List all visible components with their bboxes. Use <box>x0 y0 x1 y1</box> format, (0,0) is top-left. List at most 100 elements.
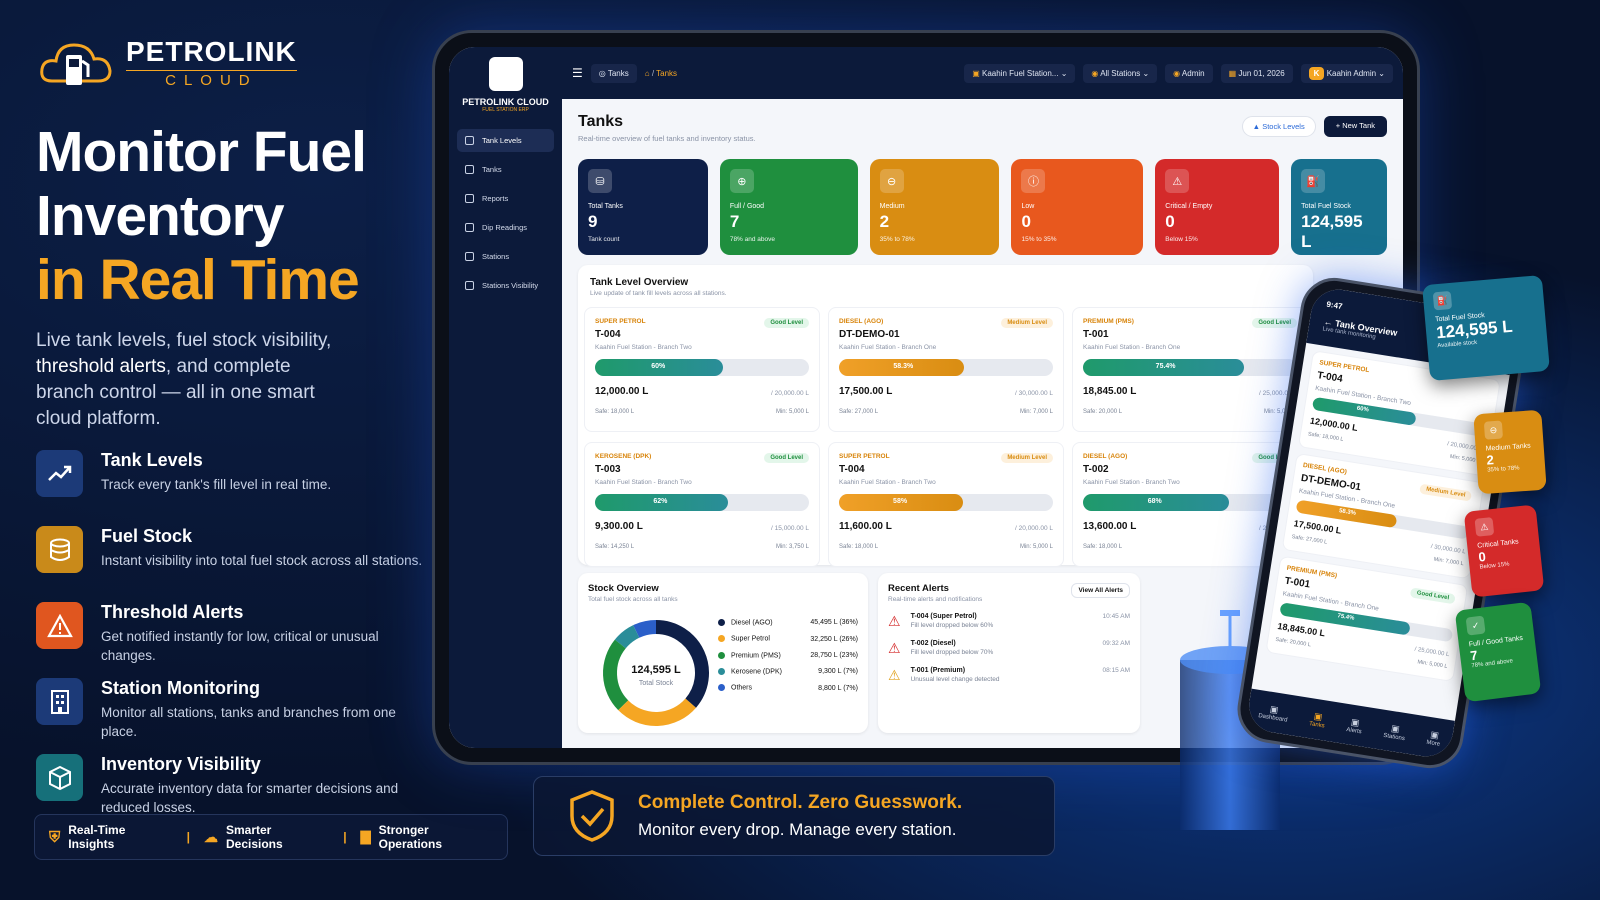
legend-dot <box>718 668 725 676</box>
legend-label: Others <box>731 684 753 692</box>
tank-safe-level: Safe: 18,000 L <box>595 409 635 415</box>
stock-levels-button[interactable]: ▲ Stock Levels <box>1241 116 1316 137</box>
phone-nav-alerts[interactable]: ▣ Alerts <box>1346 716 1364 735</box>
tank-capacity: / 30,000.00 L <box>1430 543 1466 556</box>
stat-card-total-tanks[interactable]: ⛁ Total Tanks 9 Tank count <box>578 159 708 255</box>
alert-item[interactable]: ⚠ T-004 (Super Petrol) Fill level droppe… <box>888 613 1130 630</box>
station-selector[interactable]: ▣ Kaahin Fuel Station... ⌄ <box>964 63 1076 83</box>
date-chip[interactable]: ▦ Jun 01, 2026 <box>1220 63 1293 83</box>
nav-label: More <box>1426 739 1441 748</box>
stat-card-low[interactable]: ⓘ Low 0 15% to 35% <box>1011 159 1144 255</box>
sidebar-item-label: Stations <box>482 252 510 261</box>
subtext-line: branch control — all in one smart <box>36 382 315 403</box>
phone-nav-dashboard[interactable]: ▣ Dashboard <box>1258 702 1290 723</box>
stat-card-medium[interactable]: ⊖ Medium 2 35% to 78% <box>869 159 1000 255</box>
tank-current-volume: 18,845.00 L <box>1083 386 1137 397</box>
tank-location: Kaahin Fuel Station - Branch One <box>839 344 937 351</box>
donut-slice <box>633 620 657 638</box>
stat-sub: 78% and above <box>729 236 776 243</box>
floating-card-medium-tanks: ⊖ Medium Tanks 2 35% to 78% <box>1473 409 1547 495</box>
sidebar-item-label: Tank Levels <box>482 136 522 145</box>
stat-card-full-good[interactable]: ⊕ Full / Good 7 78% and above <box>719 159 858 255</box>
sidebar-item-stations[interactable]: Stations <box>457 245 554 268</box>
legend-label: Premium (PMS) <box>731 652 781 660</box>
tank-card[interactable]: PREMIUM (PMS) T-001 Kaahin Fuel Station … <box>1072 307 1308 432</box>
legend-dot <box>718 684 725 692</box>
alert-item[interactable]: ⚠ T-001 (Premium) Unusual level change d… <box>888 667 1130 684</box>
tank-safe-level: Safe: 27,000 L <box>1291 534 1328 546</box>
separator: | <box>343 830 347 844</box>
legend-value: 45,495 L (36%) <box>810 619 858 627</box>
tank-min-level: Min: 7,000 L <box>1433 556 1465 568</box>
alert-title: T-004 (Super Petrol) <box>910 613 977 620</box>
feature-description: Monitor all stations, tanks and branches… <box>101 705 396 739</box>
tank-card[interactable]: DIESEL (AGO) T-002 Kaahin Fuel Station -… <box>1072 442 1308 567</box>
tank-grid: SUPER PETROL T-004 Kaahin Fuel Station -… <box>584 307 1308 567</box>
menu-item-icon <box>465 252 474 261</box>
subtext-emphasis: threshold alerts <box>36 356 166 377</box>
sidebar-subtitle: FUEL STATION ERP <box>482 107 529 113</box>
stat-value: 124,595 L <box>1301 212 1363 251</box>
hamburger-menu-icon[interactable]: ☰ <box>572 66 583 80</box>
tank-capacity: / 20,000.00 L <box>1015 525 1053 532</box>
breadcrumb-separator: / <box>651 68 655 78</box>
stat-card-critical-empty[interactable]: ⚠ Critical / Empty 0 Below 15% <box>1155 159 1280 255</box>
sidebar-item-label: Tanks <box>482 165 502 174</box>
avatar: K <box>1308 66 1325 80</box>
tank-card[interactable]: SUPER PETROL T-004 Kaahin Fuel Station -… <box>584 307 820 432</box>
legend-item: Premium (PMS) 28,750 L (23%) <box>718 651 858 660</box>
view-all-alerts-button[interactable]: View All Alerts <box>1071 583 1130 598</box>
legend-value: 32,250 L (26%) <box>810 635 858 643</box>
phone-nav-more[interactable]: ▣ More <box>1426 728 1442 748</box>
sidebar-item-tank-levels[interactable]: Tank Levels <box>457 129 554 152</box>
breadcrumb: ⌂ / Tanks <box>645 69 677 78</box>
sidebar-item-dip-readings[interactable]: Dip Readings <box>457 216 554 239</box>
tank-card[interactable]: SUPER PETROL T-004 Kaahin Fuel Station -… <box>828 442 1064 567</box>
headline-line-2: Inventory <box>36 184 285 248</box>
legend-item: Diesel (AGO) 45,495 L (36%) <box>718 619 858 626</box>
breadcrumb-current: Tanks <box>656 68 678 78</box>
home-icon[interactable]: ⌂ <box>644 68 650 78</box>
tank-fuel-type: SUPER PETROL <box>839 453 890 460</box>
value-prop-decisions: Smarter Decisions <box>225 823 283 851</box>
tank-capacity: / 20,000.00 L <box>771 390 809 397</box>
stat-card-total-fuel-stock[interactable]: ⛽ Total Fuel Stock 124,595 L Available t… <box>1291 159 1387 255</box>
minus-circle-icon: ⊖ <box>879 169 904 193</box>
sidebar-item-stations-visibility[interactable]: Stations Visibility <box>457 274 554 297</box>
chevron-down-icon: ⌄ <box>1378 68 1385 78</box>
alert-title: T-001 (Premium) <box>910 667 966 674</box>
tank-level-bar: 62% <box>595 494 809 511</box>
phone-nav-stations[interactable]: ▣ Stations <box>1383 721 1407 742</box>
tank-card[interactable]: KEROSENE (DPK) T-003 Kaahin Fuel Station… <box>584 442 820 567</box>
warning-icon: ⚠ <box>1165 169 1190 193</box>
phone-nav-tanks[interactable]: ▣ Tanks <box>1309 710 1327 729</box>
tank-min-level: Min: 3,750 L <box>775 544 809 550</box>
tank-current-volume: 11,600.00 L <box>839 521 892 532</box>
value-prop-insights: Real-Time Insights <box>68 823 126 851</box>
tank-current-volume: 17,500.00 L <box>1293 518 1343 536</box>
stations-filter[interactable]: ◉ All Stations ⌄ <box>1083 63 1158 83</box>
brand-name: PETROLINK <box>126 35 297 67</box>
tanks-tab[interactable]: ◎ Tanks <box>590 63 637 83</box>
stock-subtitle: Total fuel stock across all tanks <box>588 596 678 603</box>
user-menu[interactable]: K Kaahin Admin ⌄ <box>1300 63 1393 83</box>
tablet-device: PETROLINK CLOUD FUEL STATION ERP Tank Le… <box>432 30 1420 765</box>
tank-capacity: / 15,000.00 L <box>771 525 809 532</box>
tank-card[interactable]: DIESEL (AGO) DT-DEMO-01 Kaahin Fuel Stat… <box>828 307 1064 432</box>
sidebar-item-tanks[interactable]: Tanks <box>457 158 554 181</box>
sidebar-item-reports[interactable]: Reports <box>457 187 554 210</box>
cube-icon <box>36 754 83 801</box>
new-tank-button[interactable]: + New Tank <box>1323 116 1387 137</box>
legend-label: Diesel (AGO) <box>731 619 773 627</box>
feature-title: Inventory Visibility <box>101 754 261 774</box>
role-chip[interactable]: ◉ Admin <box>1165 63 1213 83</box>
legend-label: Super Petrol <box>731 635 770 643</box>
brand: PETROLINK CLOUD <box>36 30 426 94</box>
alert-item[interactable]: ⚠ T-002 (Diesel) Fill level dropped belo… <box>888 640 1130 657</box>
tank-name: T-004 <box>839 464 865 475</box>
alert-time: 08:15 AM <box>1102 667 1130 674</box>
tanks-tab-label: Tanks <box>607 68 629 78</box>
tank-current-volume: 12,000.00 L <box>1309 415 1359 433</box>
plus-circle-icon: ⊕ <box>729 169 754 193</box>
menu-item-icon <box>465 223 474 232</box>
